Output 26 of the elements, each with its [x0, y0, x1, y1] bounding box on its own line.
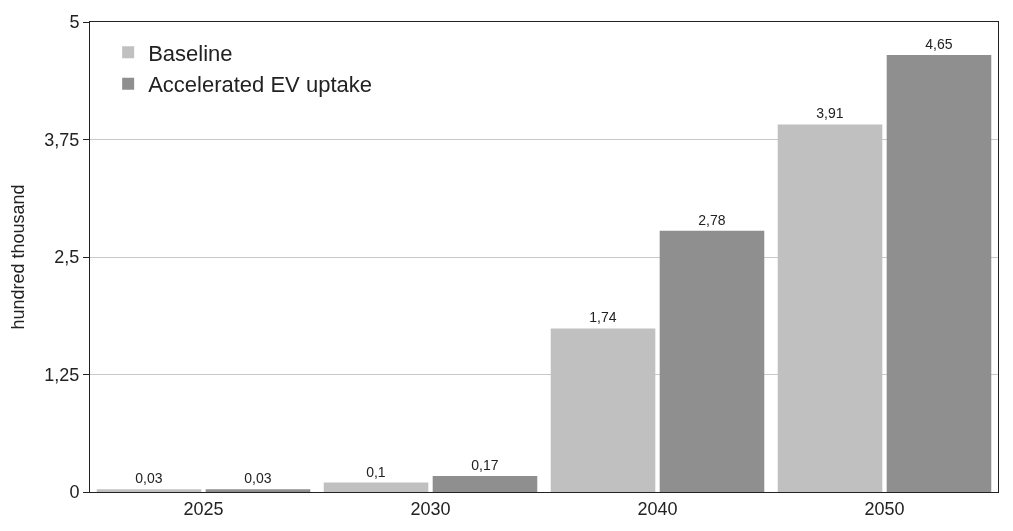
data-label: 0,03 [135, 470, 163, 487]
data-label: 4,65 [925, 35, 953, 52]
y-tick-label: 0 [69, 482, 80, 503]
y-tick-label: 5 [69, 12, 80, 33]
x-tick-label: 2025 [183, 498, 224, 519]
bar [886, 54, 992, 492]
x-tick-label: 2040 [637, 498, 678, 519]
data-label: 0,1 [366, 463, 386, 480]
data-label: 1,74 [589, 309, 617, 326]
y-tick-label: 1,25 [44, 364, 80, 385]
x-tick-label: 2030 [410, 498, 451, 519]
legend-label: Accelerated EV uptake [148, 72, 372, 98]
data-label: 2,78 [698, 211, 726, 228]
y-tick-label: 3,75 [44, 129, 80, 150]
bar [96, 489, 202, 492]
y-axis-title: hundred thousand [7, 184, 28, 330]
x-tick-label: 2050 [864, 498, 905, 519]
bar [659, 230, 765, 492]
bar [432, 476, 538, 492]
data-label: 0,17 [471, 457, 499, 474]
bar [205, 489, 311, 492]
legend-label: Baseline [148, 40, 233, 66]
bar [323, 482, 429, 492]
y-tick-label: 2,5 [54, 247, 80, 268]
data-label: 0,03 [244, 470, 272, 487]
data-label: 3,91 [816, 105, 844, 122]
